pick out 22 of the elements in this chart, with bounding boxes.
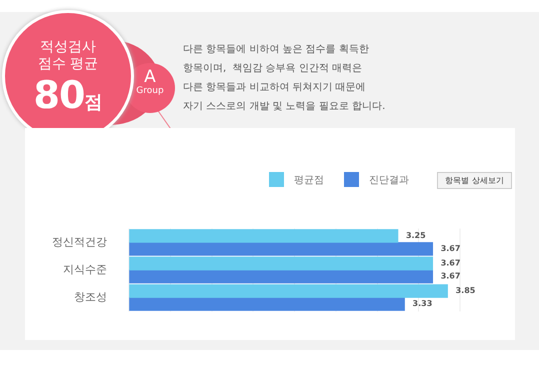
y-tick-label: 창조성: [74, 290, 107, 304]
text: 항목이며, 책임감 승부욕 인간적 매력은: [183, 62, 364, 76]
text: 자기 스스로의 개발 및 노력을 필요로 합니다.: [183, 100, 386, 114]
bar: [129, 256, 434, 270]
text: 다른 항목들과 비교하여 뒤쳐지기 때문에: [183, 81, 367, 95]
bar: [129, 229, 398, 243]
y-tick-label: 정신적건강: [52, 235, 107, 248]
legend-label: 진단결과: [369, 174, 409, 186]
data-label: 3.67: [440, 244, 460, 253]
data-label: 3.67: [440, 272, 460, 281]
data-label: 3.33: [412, 299, 432, 308]
data-label: 3.85: [456, 286, 476, 296]
data-label: 3.25: [406, 230, 426, 240]
text: 다른 항목들에 비하여 높은 점수를 획득한: [183, 43, 370, 57]
data-label: 3.67: [440, 258, 460, 268]
bar: [129, 297, 405, 311]
text: 항목별 상세보기: [437, 172, 512, 189]
legend-label: 평균점: [294, 174, 324, 186]
bar: [129, 270, 434, 284]
bar: [129, 284, 448, 298]
bar: [129, 242, 434, 256]
y-tick-label: 지식수준: [63, 262, 107, 276]
